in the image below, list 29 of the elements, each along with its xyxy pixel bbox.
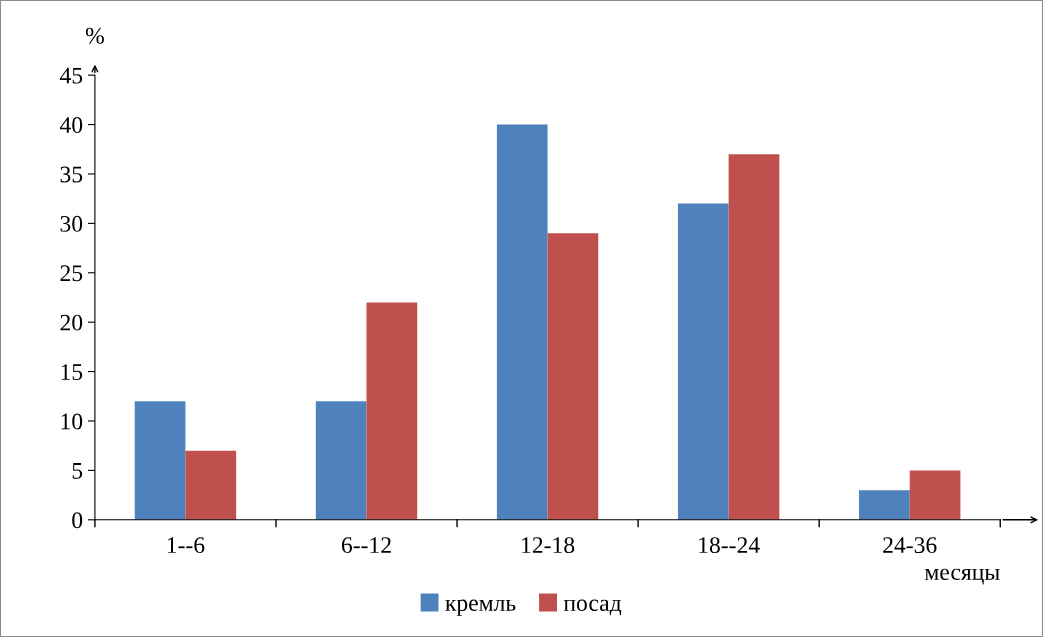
bar <box>134 401 186 520</box>
bar <box>547 233 599 520</box>
legend-label: кремль <box>445 599 516 616</box>
y-tick-label: 40 <box>59 117 83 133</box>
bar <box>496 124 548 520</box>
y-tick-label: 10 <box>61 413 83 430</box>
y-tick-label: 45 <box>59 67 83 84</box>
bar <box>859 490 910 520</box>
x-tick-label: 18--24 <box>699 537 760 554</box>
legend-label: посад <box>563 599 622 616</box>
bar <box>366 302 418 520</box>
x-tick-label: 6--12 <box>341 537 391 554</box>
bar <box>185 450 237 520</box>
x-tick-label: 12-18 <box>522 537 575 554</box>
y-tick-label: 0 <box>72 512 83 529</box>
y-tick-label: 25 <box>60 265 83 282</box>
bar <box>315 401 367 520</box>
y-axis-title: % <box>85 27 104 44</box>
bar <box>728 154 780 520</box>
y-tick-label: 35 <box>60 166 83 183</box>
y-tick-label: 30 <box>60 215 83 232</box>
y-tick-label: 5 <box>72 463 83 479</box>
bar <box>909 470 961 520</box>
x-axis-title: месяцы <box>924 568 1000 585</box>
x-tick-label: 24-36 <box>883 537 937 554</box>
x-tick-label: 1--6 <box>167 537 205 554</box>
bar <box>677 203 729 520</box>
y-tick-label: 20 <box>60 314 83 331</box>
y-tick-label: 15 <box>61 364 83 381</box>
